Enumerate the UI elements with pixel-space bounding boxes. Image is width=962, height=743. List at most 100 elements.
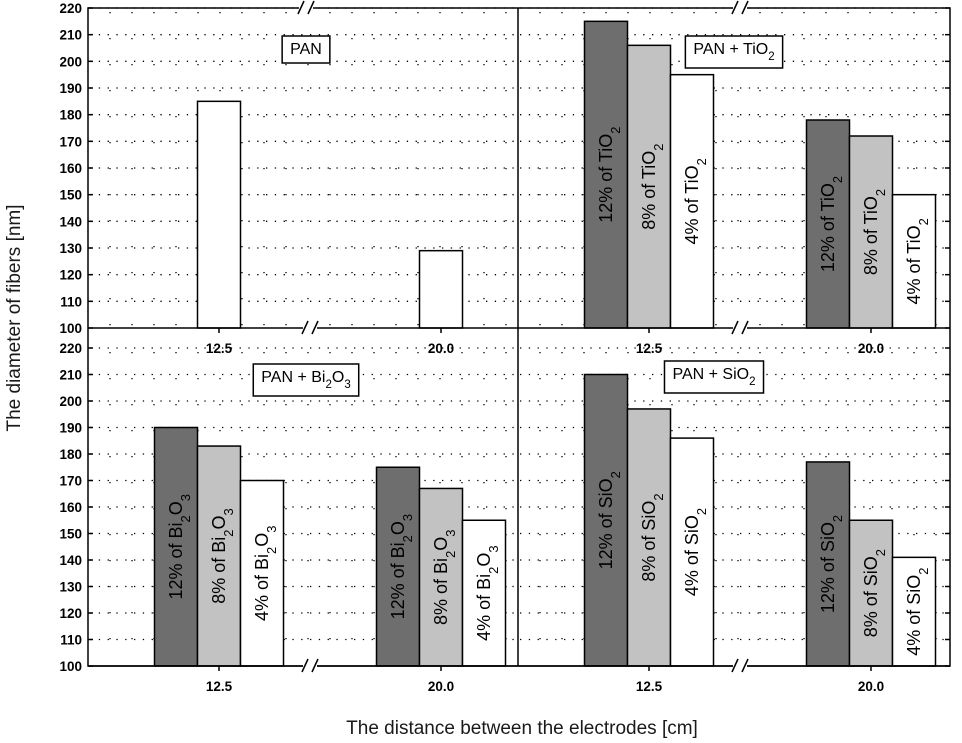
y-tick-label: 120	[59, 606, 82, 621]
bar-label: 8% of TiO2	[861, 189, 888, 275]
bar-label-text: 8% of Bi	[209, 537, 229, 604]
axis-break-marker	[297, 0, 315, 15]
panel-title-text: PAN + Bi	[261, 369, 325, 386]
bar-label: 4% of Bi2O3	[474, 545, 501, 641]
bar-label: 8% of Bi2O3	[431, 529, 458, 625]
bar-label-text: 12% of TiO	[596, 134, 616, 223]
bar-label-text: O	[252, 533, 272, 547]
bar-label: 4% of SiO2	[682, 508, 709, 596]
bar-label-text: 4% of Bi	[474, 574, 494, 641]
bar-label: 12% of TiO2	[596, 127, 623, 223]
bar-label-subscript: 2	[916, 568, 931, 575]
axis-break-slash	[301, 320, 309, 335]
bar-label-subscript: 2	[443, 551, 458, 558]
y-tick-label: 100	[59, 321, 82, 336]
bar-label-subscript: 2	[651, 144, 666, 151]
bar	[196, 445, 242, 667]
bar-label-subscript: 2	[830, 515, 845, 522]
axis-break-slash	[311, 658, 319, 673]
panel-title-box: PAN + TiO2	[684, 35, 784, 69]
y-tick-label: 220	[59, 1, 82, 16]
y-tick-label: 150	[59, 188, 82, 203]
x-tick-label: 12.5	[206, 679, 233, 694]
bar-label-subscript: 2	[486, 567, 501, 574]
axis-break-slash	[741, 658, 749, 673]
axis-break-slash	[741, 320, 749, 335]
y-tick-label: 190	[59, 421, 82, 436]
panel-title-subscript: 2	[325, 379, 331, 391]
axis-break-slash	[297, 0, 305, 15]
bar-label: 12% of Bi2O3	[388, 514, 415, 620]
x-tick-label: 20.0	[858, 679, 884, 694]
bar	[848, 135, 894, 329]
bar-label-subscript: 2	[916, 218, 931, 225]
bar-label-subscript: 2	[694, 508, 709, 515]
y-tick-label: 110	[60, 633, 82, 648]
bar-label-subscript: 3	[178, 494, 193, 501]
panel-title-frame	[684, 35, 784, 69]
bar-label-text: 4% of Bi	[252, 554, 272, 621]
axis-break-marker	[301, 320, 319, 335]
bar	[891, 556, 937, 667]
axis-break-slash	[731, 320, 739, 335]
y-tick-label: 100	[59, 659, 82, 674]
panel-title: PAN + Bi2O3	[261, 369, 350, 391]
bar-label-text: 12% of Bi	[166, 522, 186, 599]
y-tick-label: 130	[59, 241, 82, 256]
y-tick-label: 180	[59, 108, 82, 123]
y-tick-label: 210	[59, 28, 82, 43]
panel-title-subscript: 2	[768, 51, 774, 63]
y-tick-label: 110	[60, 294, 82, 309]
bar-label-subscript: 3	[400, 514, 415, 521]
y-axis-title: The diameter of fibers [nm]	[4, 204, 25, 431]
bar-label: 8% of SiO2	[639, 493, 666, 581]
bar-label-subscript: 2	[873, 549, 888, 556]
y-tick-label: 140	[59, 214, 82, 229]
axis-break-marker	[731, 0, 749, 15]
bar	[239, 479, 285, 667]
panel-title-text: PAN + SiO	[672, 366, 749, 383]
x-axis-title: The distance between the electrodes [cm]	[346, 718, 698, 739]
x-tick-label: 12.5	[636, 341, 663, 356]
axis-break-slash	[311, 320, 319, 335]
bar-label-text: O	[209, 515, 229, 529]
bar-label: 12% of SiO2	[818, 515, 845, 613]
y-tick-label: 170	[59, 134, 82, 149]
y-tick-label: 130	[59, 580, 82, 595]
y-tick-label: 200	[59, 394, 82, 409]
panel-title-text: O	[332, 369, 344, 386]
ticks-layer: 100 110 120 130 140 150 160 170 180 190 200 210 220 1…	[59, 1, 950, 694]
y-tick-label: 190	[59, 81, 82, 96]
panel-title-frame	[663, 360, 765, 394]
panel-title-subscript: 2	[749, 376, 755, 388]
x-tick-label: 20.0	[428, 679, 454, 694]
panel-title-frame	[252, 363, 360, 397]
bar-label: 8% of TiO2	[639, 144, 666, 230]
bar-label-text: O	[431, 537, 451, 551]
bar-label: 8% of Bi2O3	[209, 508, 236, 604]
bar-label-subscript: 3	[264, 526, 279, 533]
bar-label-text: 8% of TiO	[639, 151, 659, 230]
bar-label-text: 12% of SiO	[596, 478, 616, 569]
bar-label-text: 8% of Bi	[431, 558, 451, 625]
axis-break-marker	[731, 658, 749, 673]
bar-label: 4% of TiO2	[682, 158, 709, 244]
bar-label-text: 8% of SiO	[861, 556, 881, 637]
panel-title-text: PAN + TiO	[693, 41, 768, 58]
bar-label-text: 12% of SiO	[818, 522, 838, 613]
bar-label: 12% of TiO2	[818, 176, 845, 272]
panel-title: PAN + SiO2	[672, 366, 755, 388]
panel-title-frame	[281, 35, 331, 64]
bar-label-subscript: 2	[221, 530, 236, 537]
bar-label-subscript: 2	[830, 176, 845, 183]
bar	[153, 426, 199, 667]
panel-title-box: PAN	[281, 35, 331, 64]
bar-label-subscript: 2	[178, 515, 193, 522]
bar-label-text: 8% of SiO	[639, 501, 659, 582]
y-tick-label: 160	[59, 161, 82, 176]
axis-break-slash	[741, 0, 749, 15]
y-tick-label: 120	[59, 268, 82, 283]
bar-label: 4% of Bi2O3	[252, 526, 279, 622]
